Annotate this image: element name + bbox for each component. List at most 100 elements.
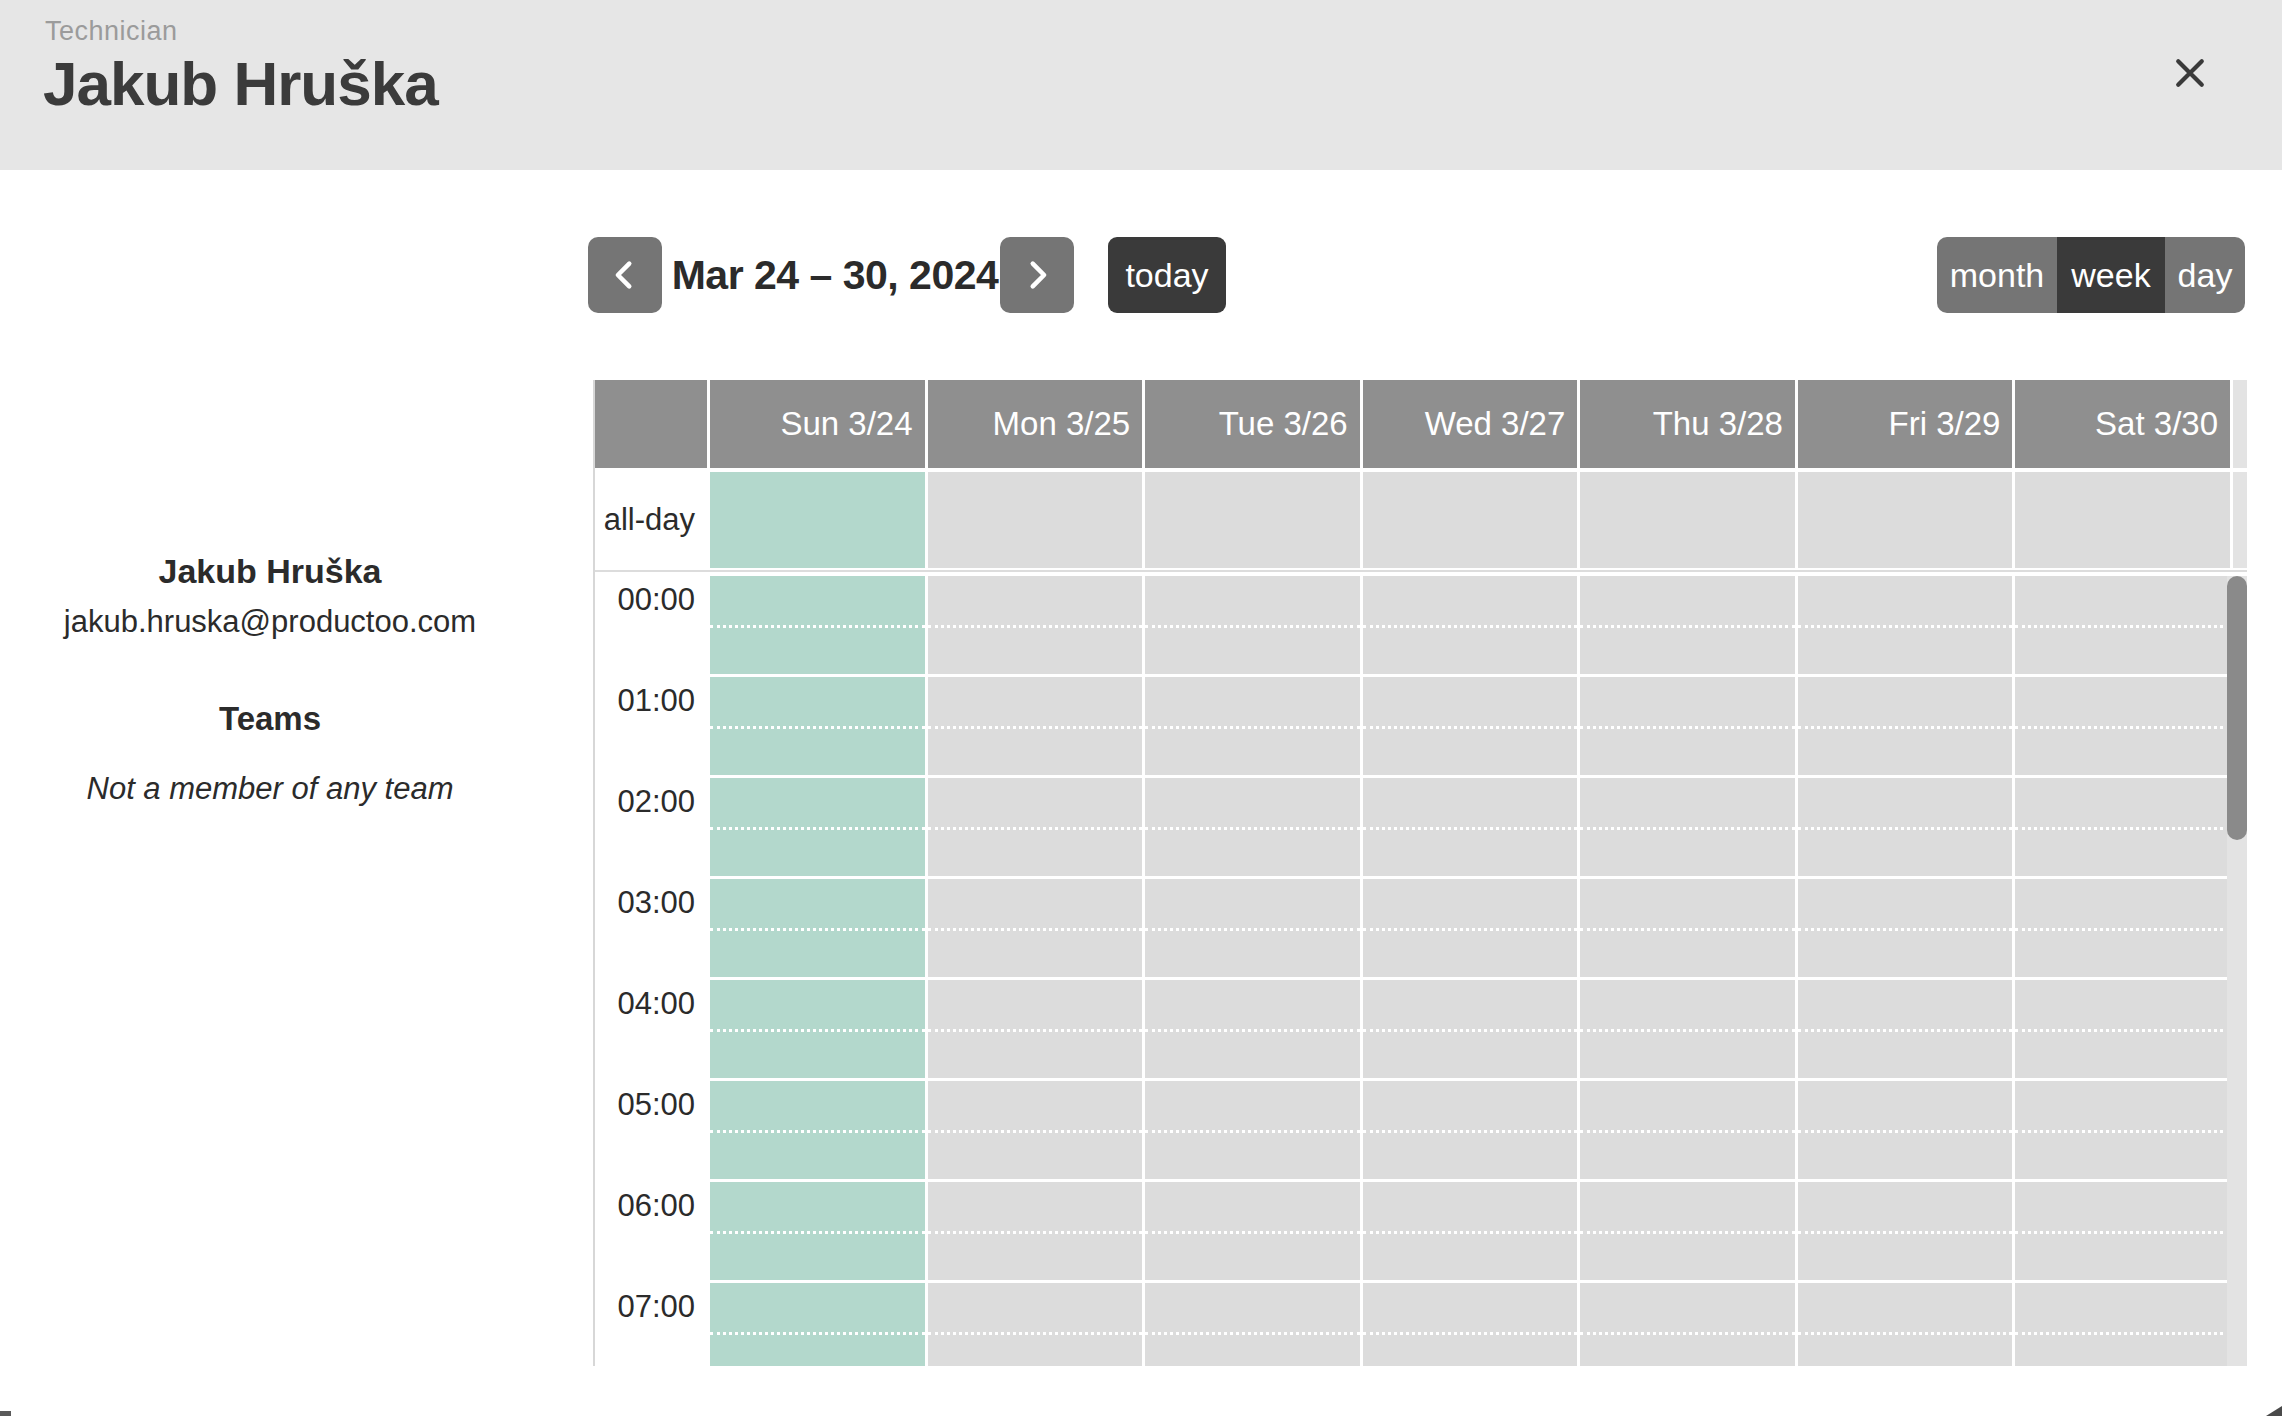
chevron-right-icon <box>1020 258 1054 292</box>
time-cell[interactable] <box>2015 1283 2230 1366</box>
close-icon <box>2170 53 2210 93</box>
time-cell[interactable] <box>1363 778 1578 876</box>
time-cell[interactable] <box>1580 980 1795 1078</box>
calendar-scrollbar-track[interactable] <box>2227 576 2247 1366</box>
time-cell[interactable] <box>1145 576 1360 674</box>
time-cell[interactable] <box>1363 1283 1578 1366</box>
all-day-cell[interactable] <box>1145 472 1360 568</box>
time-cell[interactable] <box>2015 576 2230 674</box>
time-cell[interactable] <box>1580 778 1795 876</box>
all-day-cell[interactable] <box>2015 472 2230 568</box>
time-cell[interactable] <box>1798 677 2013 775</box>
time-cell[interactable] <box>2015 879 2230 977</box>
time-cell[interactable] <box>2015 1081 2230 1179</box>
hour-row: 06:00 <box>595 1182 2247 1280</box>
time-cell[interactable] <box>710 980 925 1078</box>
time-cell[interactable] <box>710 1283 925 1366</box>
time-cell[interactable] <box>1580 677 1795 775</box>
next-week-button[interactable] <box>1000 237 1074 313</box>
time-cell[interactable] <box>1145 1182 1360 1280</box>
view-button-week[interactable]: week <box>2057 237 2165 313</box>
time-cell[interactable] <box>1798 576 2013 674</box>
time-cell[interactable] <box>1145 980 1360 1078</box>
time-cell[interactable] <box>710 576 925 674</box>
time-cell[interactable] <box>710 1182 925 1280</box>
all-day-cell[interactable] <box>1798 472 2013 568</box>
time-cell[interactable] <box>928 879 1143 977</box>
time-cell[interactable] <box>1145 879 1360 977</box>
time-cell[interactable] <box>1580 1182 1795 1280</box>
time-cell[interactable] <box>1580 1081 1795 1179</box>
time-cell[interactable] <box>1798 778 2013 876</box>
calendar-toolbar: Mar 24 – 30, 2024 today monthweekday <box>0 237 2282 313</box>
all-day-divider <box>595 570 2247 572</box>
hour-row: 07:00 <box>595 1283 2247 1366</box>
time-cell[interactable] <box>928 576 1143 674</box>
time-cell[interactable] <box>1580 879 1795 977</box>
time-cell[interactable] <box>2015 677 2230 775</box>
time-cell[interactable] <box>710 677 925 775</box>
all-day-cell[interactable] <box>1363 472 1578 568</box>
time-cell[interactable] <box>928 677 1143 775</box>
hour-label: 01:00 <box>595 677 707 775</box>
time-cell[interactable] <box>928 1081 1143 1179</box>
all-day-cell[interactable] <box>710 472 925 568</box>
time-cell[interactable] <box>1363 879 1578 977</box>
time-cell[interactable] <box>1798 1081 2013 1179</box>
time-cell[interactable] <box>710 1081 925 1179</box>
time-cell[interactable] <box>928 1182 1143 1280</box>
time-cell[interactable] <box>1580 576 1795 674</box>
time-cell[interactable] <box>1798 1283 2013 1366</box>
hour-row: 00:00 <box>595 576 2247 674</box>
page-title: Jakub Hruška <box>43 48 438 119</box>
time-cell[interactable] <box>2015 778 2230 876</box>
date-range-label: Mar 24 – 30, 2024 <box>676 237 994 313</box>
time-cell[interactable] <box>1580 1283 1795 1366</box>
corner-artifact-bottom-left <box>0 1411 11 1416</box>
time-cell[interactable] <box>1798 980 2013 1078</box>
time-cell[interactable] <box>928 778 1143 876</box>
corner-artifact-bottom-right <box>2266 1406 2282 1416</box>
time-cell[interactable] <box>1363 980 1578 1078</box>
technician-info-panel: Jakub Hruška jakub.hruska@productoo.com … <box>0 552 540 807</box>
day-header-cell: Thu 3/28 <box>1580 380 1795 468</box>
time-cell[interactable] <box>1798 879 2013 977</box>
time-cell[interactable] <box>1363 576 1578 674</box>
time-cell[interactable] <box>1798 1182 2013 1280</box>
time-grid: 00:0001:0002:0003:0004:0005:0006:0007:00… <box>595 576 2247 1366</box>
view-button-day[interactable]: day <box>2165 237 2245 313</box>
entity-type-label: Technician <box>45 16 178 47</box>
close-button[interactable] <box>2165 48 2215 98</box>
day-header-gutter <box>595 380 707 468</box>
time-cell[interactable] <box>1145 1081 1360 1179</box>
view-button-month[interactable]: month <box>1937 237 2057 313</box>
hour-label: 04:00 <box>595 980 707 1078</box>
prev-week-button[interactable] <box>588 237 662 313</box>
time-cell[interactable] <box>710 778 925 876</box>
calendar-scrollbar-thumb[interactable] <box>2227 576 2247 840</box>
view-toggle: monthweekday <box>1937 237 2245 313</box>
time-cell[interactable] <box>1363 677 1578 775</box>
time-cell[interactable] <box>710 879 925 977</box>
teams-heading: Teams <box>0 700 540 738</box>
technician-email: jakub.hruska@productoo.com <box>0 604 540 640</box>
all-day-cell[interactable] <box>928 472 1143 568</box>
scrollbar-gutter-cell <box>2233 380 2247 468</box>
time-cell[interactable] <box>2015 980 2230 1078</box>
time-cell[interactable] <box>1145 778 1360 876</box>
scrollbar-gutter-cell <box>2233 472 2247 568</box>
time-cell[interactable] <box>928 980 1143 1078</box>
technician-name: Jakub Hruška <box>0 552 540 591</box>
today-button[interactable]: today <box>1108 237 1226 313</box>
day-header-cell: Wed 3/27 <box>1363 380 1578 468</box>
time-cell[interactable] <box>1145 677 1360 775</box>
time-cell[interactable] <box>2015 1182 2230 1280</box>
hour-label: 06:00 <box>595 1182 707 1280</box>
time-cell[interactable] <box>928 1283 1143 1366</box>
time-cell[interactable] <box>1363 1182 1578 1280</box>
hour-row: 03:00 <box>595 879 2247 977</box>
hour-label: 03:00 <box>595 879 707 977</box>
time-cell[interactable] <box>1145 1283 1360 1366</box>
all-day-cell[interactable] <box>1580 472 1795 568</box>
time-cell[interactable] <box>1363 1081 1578 1179</box>
